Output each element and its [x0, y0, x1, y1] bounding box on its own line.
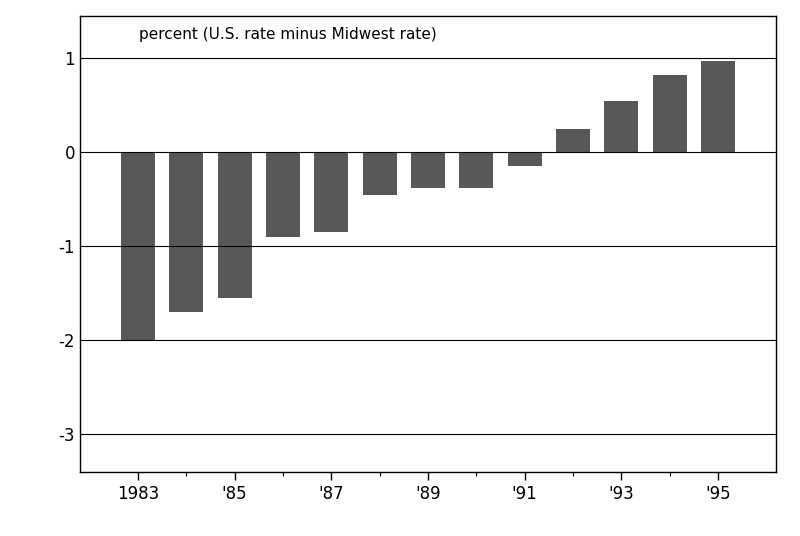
Bar — [266, 152, 300, 237]
Bar — [218, 152, 251, 298]
Bar — [362, 152, 397, 195]
Bar — [508, 152, 542, 166]
Bar — [653, 75, 686, 152]
Bar — [556, 129, 590, 152]
Text: percent (U.S. rate minus Midwest rate): percent (U.S. rate minus Midwest rate) — [139, 27, 437, 42]
Bar — [605, 101, 638, 152]
Bar — [411, 152, 445, 188]
Bar — [121, 152, 155, 340]
Bar — [170, 152, 203, 312]
Bar — [314, 152, 348, 232]
Bar — [701, 61, 735, 152]
Bar — [459, 152, 494, 188]
